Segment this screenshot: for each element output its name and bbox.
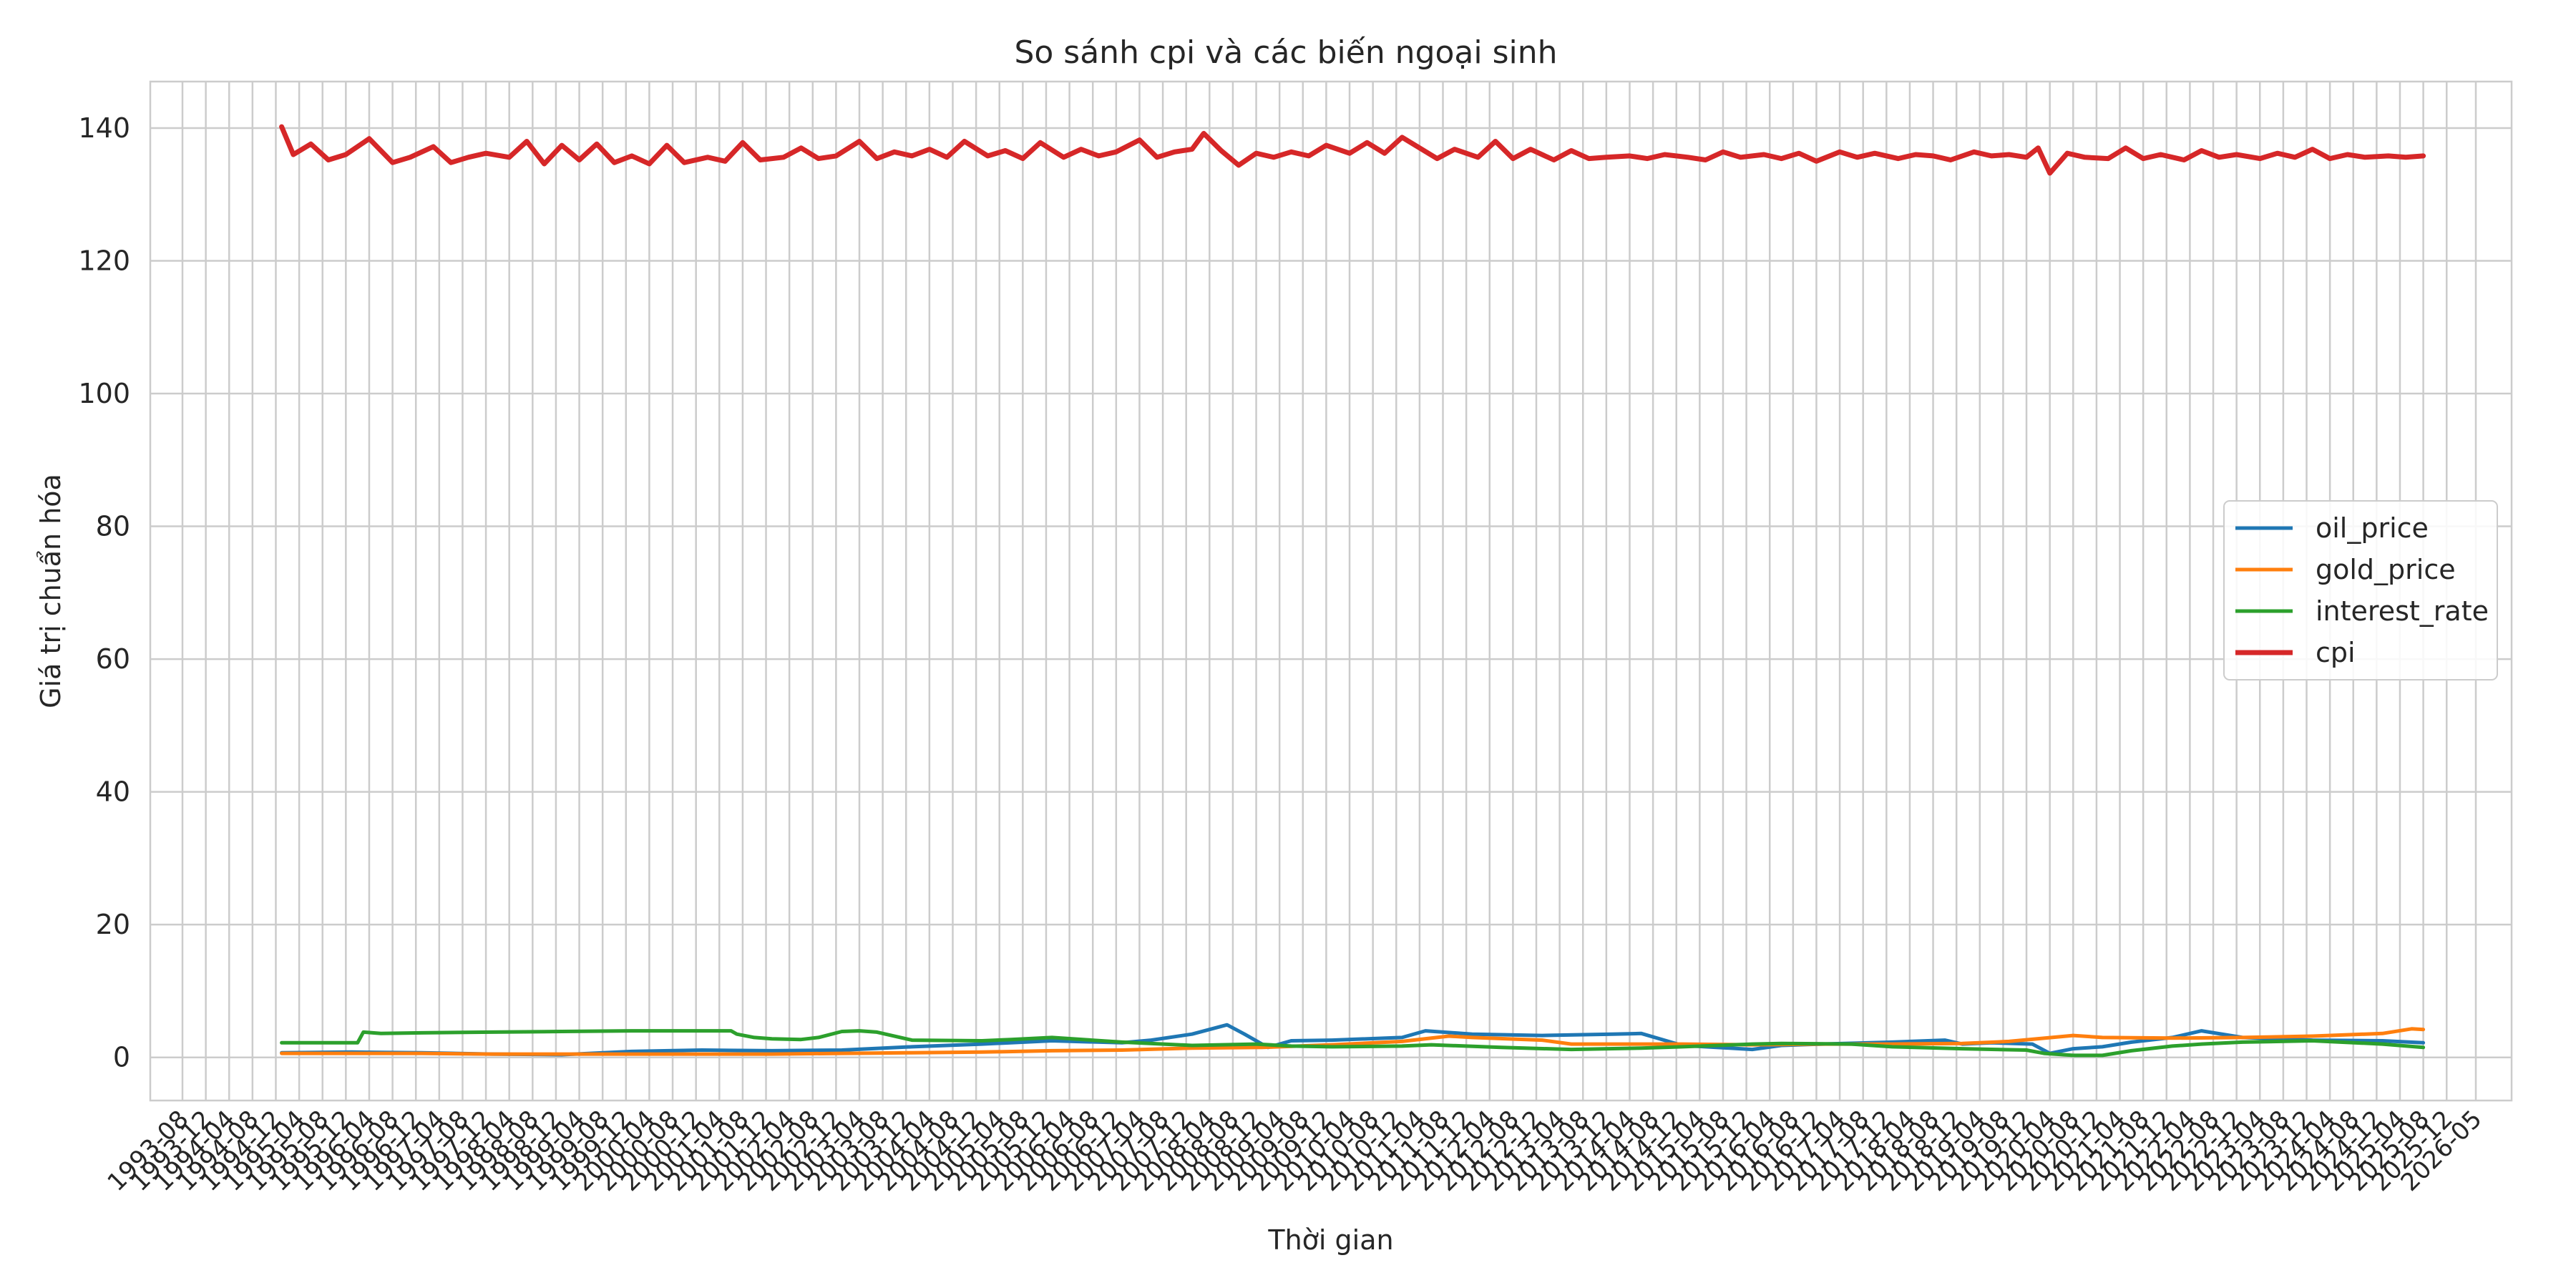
y-tick-label: 140 — [78, 112, 130, 144]
legend-box — [2223, 500, 2498, 680]
plot-frame — [149, 80, 2513, 1102]
y-tick-label: 80 — [96, 511, 130, 542]
y-tick-label: 60 — [96, 643, 130, 675]
series-line-cpi — [279, 124, 2426, 176]
legend-label-gold-price: gold_price — [2316, 554, 2456, 585]
chart-title: So sánh cpi và các biến ngoại sinh — [1014, 34, 1557, 71]
y-axis-label: Giá trị chuẩn hóa — [35, 474, 67, 708]
y-tick-label: 120 — [78, 245, 130, 276]
series-line-oil-price — [280, 1023, 2426, 1057]
series-line-gold-price — [280, 1027, 2426, 1056]
y-tick-label: 100 — [78, 378, 130, 409]
series-line-interest-rate — [280, 1029, 2426, 1058]
y-tick-label: 0 — [113, 1042, 130, 1073]
y-tick-label: 20 — [96, 909, 130, 940]
legend-label-cpi: cpi — [2316, 637, 2356, 668]
y-tick-label: 40 — [96, 776, 130, 808]
legend-label-oil-price: oil_price — [2316, 512, 2429, 544]
x-axis-label: Thời gian — [1267, 1224, 1393, 1256]
legend-label-interest-rate: interest_rate — [2316, 595, 2489, 627]
